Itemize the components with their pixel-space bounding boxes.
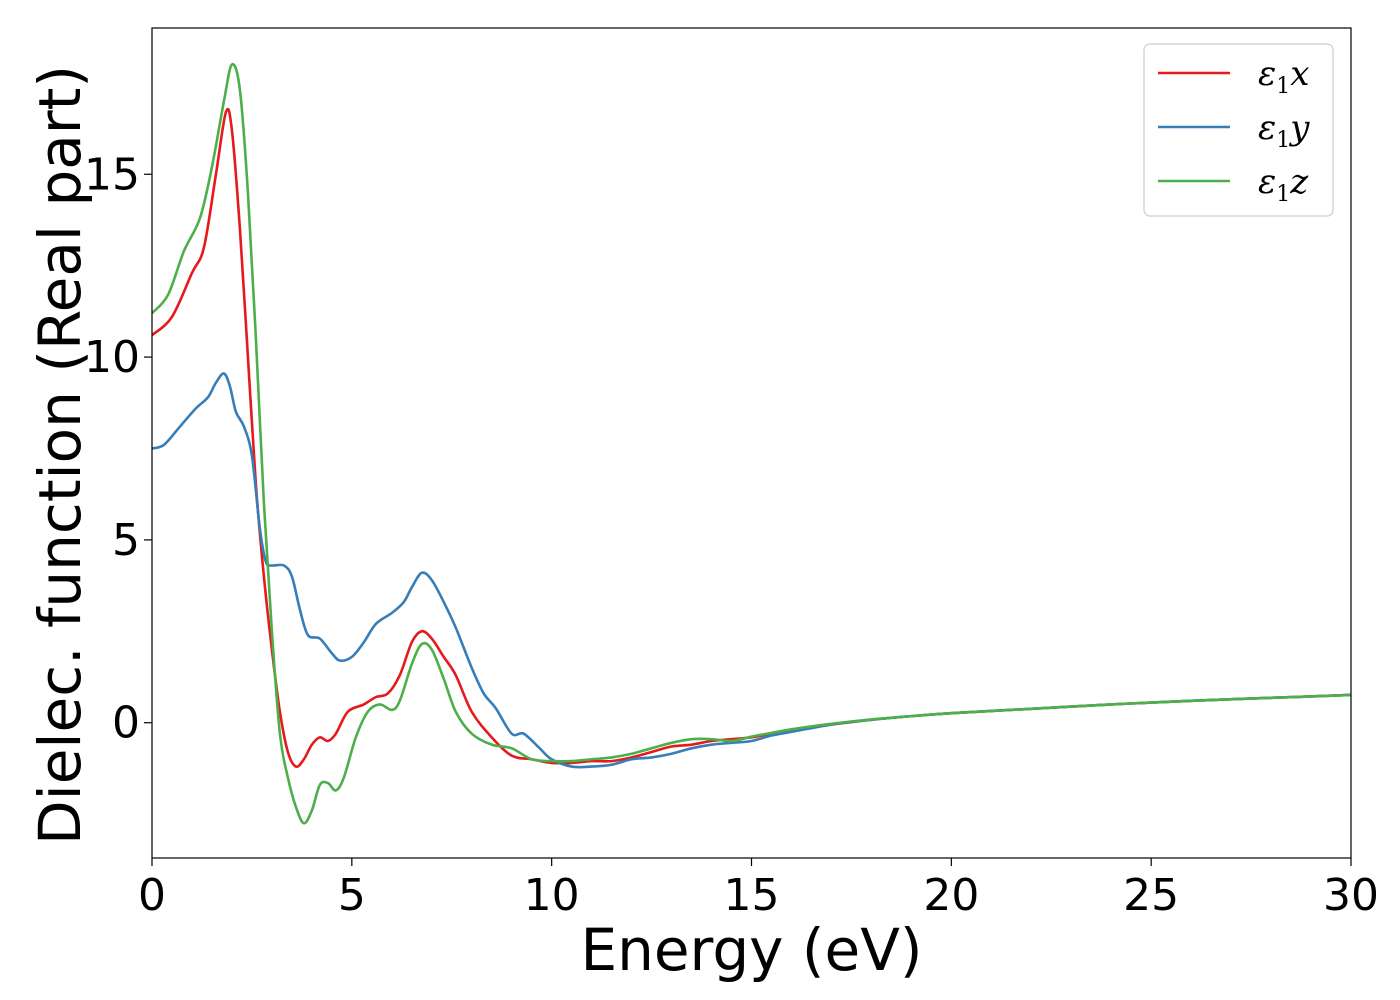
y-axis-title: Dielec. function (Real part) <box>26 65 94 845</box>
y-tick-label: 5 <box>112 515 140 566</box>
legend-box <box>1143 43 1334 217</box>
legend-label: ε1x <box>1258 54 1309 99</box>
x-tick-label: 20 <box>923 870 979 921</box>
y-tick-label: 15 <box>84 149 140 200</box>
x-tick-label: 5 <box>338 870 366 921</box>
legend-item-z: ε1z <box>1158 162 1309 207</box>
series-line-y <box>152 372 1351 769</box>
legend-label: ε1y <box>1258 108 1310 153</box>
legend-item-x: ε1x <box>1158 54 1309 99</box>
x-axis: 0 5 10 15 20 25 30 <box>138 858 1379 921</box>
x-axis-title: Energy (eV) <box>580 916 922 984</box>
x-tick-label: 30 <box>1323 870 1379 921</box>
y-axis: 0 5 10 15 <box>84 149 152 749</box>
legend: ε1x ε1y ε1z <box>1143 43 1334 217</box>
x-tick-label: 15 <box>724 870 780 921</box>
series-line-z <box>152 62 1351 825</box>
x-tick-label: 0 <box>138 870 166 921</box>
x-tick-label: 25 <box>1123 870 1179 921</box>
y-tick-label: 0 <box>112 698 140 749</box>
legend-item-y: ε1y <box>1158 108 1310 153</box>
y-tick-label: 10 <box>84 332 140 383</box>
x-tick-label: 10 <box>524 870 580 921</box>
legend-label: ε1z <box>1258 162 1309 207</box>
series-layer <box>152 62 1351 825</box>
